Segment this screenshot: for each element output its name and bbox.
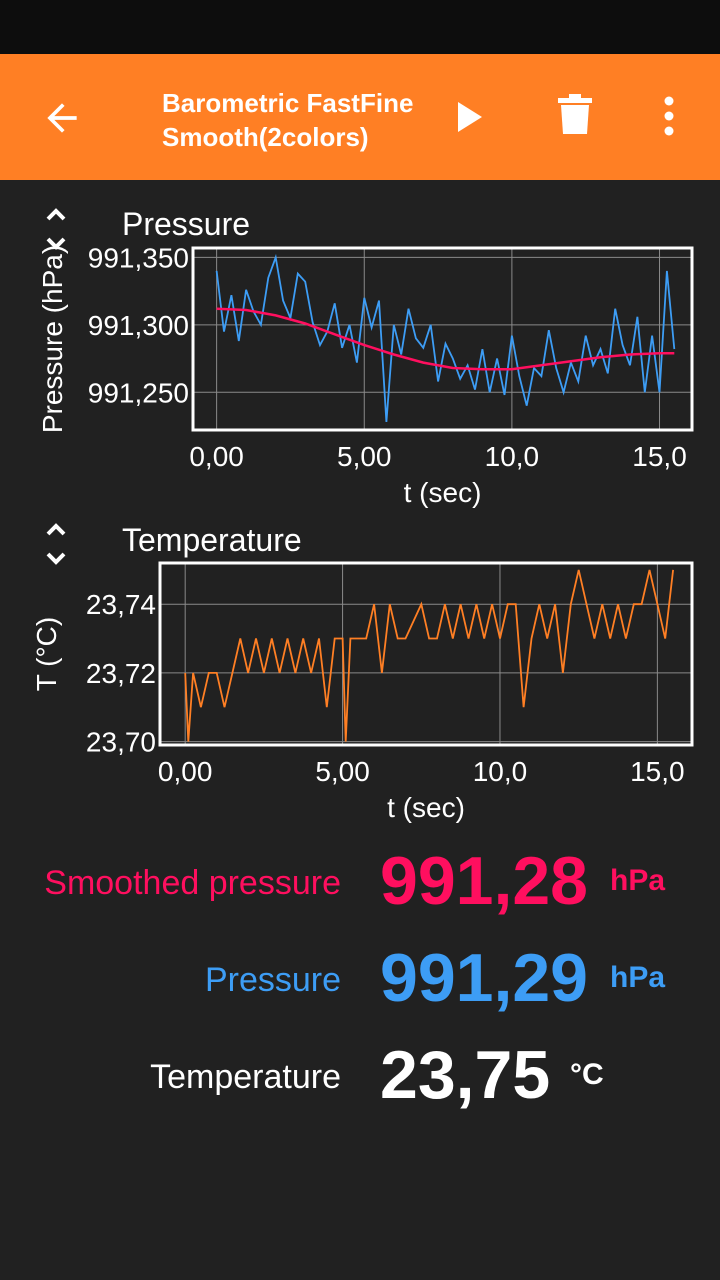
series-line-pressure [215,253,676,422]
y-tick-label: 991,300 [88,310,189,341]
value-number: 991,28 [380,843,588,919]
pressure-chart[interactable]: 0,00 5,00 10,0 15,0 991,250 991,300 991,350 t (… [0,240,720,515]
y-axis-label: T (°C) [31,617,62,691]
pressure-graph-title: Pressure [122,206,251,242]
x-tick-label: 0,00 [189,441,244,472]
series-line-smoothed-pressure [216,307,675,371]
series-line-temperature [184,569,674,742]
value-number: 23,75 [380,1037,551,1113]
value-row-pressure: Pressure 991,29 hPa [0,939,720,1019]
value-number: 991,29 [380,940,588,1016]
y-tick-label: 991,350 [88,242,189,273]
x-tick-label: 15,0 [632,441,687,472]
expand-collapse-icon[interactable] [44,520,68,568]
y-tick-label: 991,250 [88,377,189,408]
x-axis-label: t (sec) [387,792,465,823]
x-tick-label: 15,0 [630,756,685,787]
x-tick-label: 10,0 [473,756,528,787]
x-tick-label: 5,00 [337,441,392,472]
x-axis-label: t (sec) [404,477,482,508]
temperature-graph-title: Temperature [122,522,302,558]
value-unit: hPa [610,864,666,897]
value-label: Temperature [150,1058,341,1096]
value-label: Smoothed pressure [44,864,341,902]
x-tick-label: 5,00 [315,756,370,787]
play-icon[interactable] [456,100,484,134]
value-unit: hPa [610,961,666,994]
more-vert-icon[interactable] [658,96,680,136]
app-bar: Barometric FastFineSmooth(2colors) [0,54,720,180]
value-unit: °C [570,1058,604,1091]
value-row-temperature: Temperature 23,75 °C [0,1036,720,1116]
x-tick-label: 10,0 [485,441,540,472]
status-bar [0,0,720,54]
temperature-chart[interactable]: 0,00 5,00 10,0 15,0 23,70 23,72 23,74 t (sec) T … [0,555,720,830]
experiment-title: Barometric FastFineSmooth(2colors) [162,88,414,152]
value-label: Pressure [204,961,341,999]
trash-icon[interactable] [558,94,592,136]
back-arrow-icon[interactable] [40,96,84,140]
plot-frame [158,561,694,747]
expand-collapse-icon[interactable] [44,205,68,253]
value-row-smoothed-pressure: Smoothed pressure 991,28 hPa [0,842,720,922]
y-tick-label: 23,70 [86,727,156,758]
x-tick-label: 0,00 [158,756,213,787]
y-tick-label: 23,72 [86,658,156,689]
y-axis-label: Pressure (hPa) [37,245,68,433]
y-tick-label: 23,74 [86,589,156,620]
plot-frame [191,246,694,432]
